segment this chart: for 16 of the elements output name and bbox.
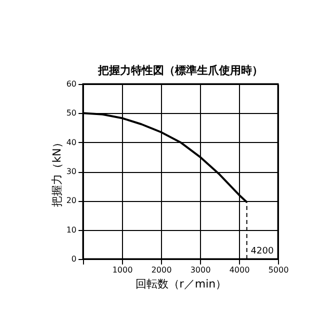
ref-line-label: 4200 [250, 246, 274, 256]
y-tick-label: 0 [71, 254, 76, 264]
y-tick-label: 30 [66, 167, 76, 176]
y-tick-label: 20 [66, 196, 76, 206]
y-tick-label: 60 [66, 80, 76, 88]
x-tick-label: 1000 [112, 266, 133, 274]
chart-title: 把握力特性図（標準生爪使用時） [97, 64, 263, 77]
y-tick-label: 50 [66, 108, 76, 118]
x-tick-label: 5000 [268, 266, 289, 274]
x-tick-label: 2000 [151, 266, 172, 274]
x-tick-label: 3000 [190, 266, 211, 274]
x-axis-title: 回転数（r／min） [135, 278, 227, 290]
x-tick-label: 4000 [229, 266, 250, 274]
y-axis-title: 把握力（kN） [50, 137, 64, 207]
y-tick-label: 10 [66, 225, 76, 234]
y-tick-label: 40 [66, 138, 76, 147]
